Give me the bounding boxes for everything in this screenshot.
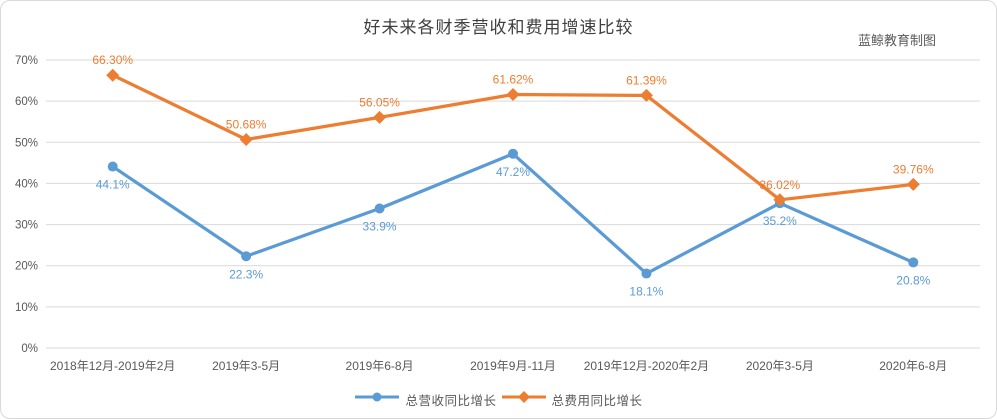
y-axis-tick-label: 60% <box>15 96 38 108</box>
x-axis-category-label: 2019年9月-11月 <box>470 359 556 373</box>
data-point-marker <box>906 177 920 191</box>
y-axis-tick-label: 50% <box>15 137 38 149</box>
data-point-marker <box>773 193 787 207</box>
data-label: 36.02% <box>760 178 801 192</box>
data-point-marker <box>641 268 652 279</box>
data-label: 61.62% <box>493 72 534 86</box>
data-point-marker <box>506 87 520 101</box>
data-label: 22.3% <box>229 267 263 281</box>
y-axis-tick-label: 0% <box>21 343 38 355</box>
x-axis-category-label: 2018年12月-2019年2月 <box>50 359 175 373</box>
data-point-marker <box>373 110 387 124</box>
chart-credit: 蓝鲸教育制图 <box>857 33 936 48</box>
expense-line-marker-icon <box>501 390 547 409</box>
legend-item-expense: 总费用同比增长 <box>501 390 643 409</box>
chart-title: 好未来各财季营收和费用增速比较 <box>363 18 634 37</box>
x-axis-category-label: 2020年6-8月 <box>879 359 947 373</box>
data-point-marker <box>241 251 252 262</box>
x-axis-category-label: 2020年3-5月 <box>746 359 814 373</box>
data-label: 61.39% <box>626 73 667 87</box>
data-label: 44.1% <box>96 178 130 192</box>
y-axis-tick-label: 30% <box>15 220 38 232</box>
legend-label-revenue: 总营收同比增长 <box>405 394 497 408</box>
data-point-marker <box>908 257 919 268</box>
legend: 总营收同比增长 总费用同比增长 <box>1 390 996 409</box>
y-axis-tick-label: 40% <box>15 178 38 190</box>
data-label: 18.1% <box>629 285 663 299</box>
data-label: 50.68% <box>226 117 267 131</box>
data-point-marker <box>639 88 653 102</box>
data-point-marker <box>106 68 120 82</box>
data-label: 33.9% <box>363 220 397 234</box>
data-label: 39.76% <box>893 162 934 176</box>
data-point-marker <box>508 148 518 159</box>
legend-item-revenue: 总营收同比增长 <box>354 390 496 409</box>
data-label: 20.8% <box>896 273 930 287</box>
data-label: 47.2% <box>496 165 530 179</box>
revenue-line-marker-icon <box>354 390 400 409</box>
y-axis-tick-label: 20% <box>15 261 38 273</box>
data-label: 66.30% <box>92 53 133 67</box>
x-axis-category-label: 2019年6-8月 <box>346 359 414 373</box>
data-point-marker <box>107 161 118 172</box>
x-axis-category-label: 2019年3-5月 <box>212 359 280 373</box>
y-axis-tick-label: 70% <box>15 55 38 67</box>
legend-label-expense: 总费用同比增长 <box>551 394 643 408</box>
y-axis-tick-label: 10% <box>15 302 38 314</box>
data-point-marker <box>239 132 253 146</box>
x-axis-category-label: 2019年12月-2020年2月 <box>584 359 709 373</box>
data-label: 56.05% <box>359 95 400 109</box>
data-label: 35.2% <box>763 214 797 228</box>
data-point-marker <box>374 203 385 214</box>
